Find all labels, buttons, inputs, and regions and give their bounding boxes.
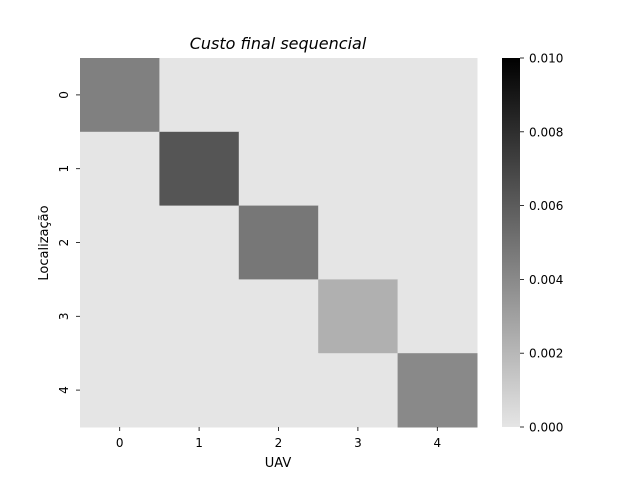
heatmap-cell [159,353,240,428]
heatmap-cell [397,279,478,354]
colorbar-tick-label: 0.004 [529,273,563,287]
heatmap-cell [238,205,319,280]
y-tick-label: 4 [57,386,71,394]
heatmap-cell [238,279,319,354]
x-tick-label: 3 [354,436,362,450]
x-tick-label: 1 [195,436,203,450]
x-axis-ticks: 0 1 2 3 4 [116,427,441,450]
heatmap-cell [238,353,319,428]
colorbar-ticks: 0.000 0.002 0.004 0.006 0.008 0.010 [520,52,563,435]
heatmap-cell [159,205,240,280]
heatmap-cell [80,353,160,428]
heatmap-cell [318,279,399,354]
colorbar-tick-label: 0.008 [529,125,563,139]
y-tick-label: 2 [57,239,71,247]
colorbar [502,58,520,427]
y-axis-label: Localização [37,205,52,280]
colorbar-tick-label: 0.002 [529,347,563,361]
heatmap-cell [159,279,240,354]
y-tick-label: 3 [57,312,71,320]
heatmap-cell [80,205,160,280]
heatmap-cells [80,58,478,428]
x-tick-label: 4 [433,436,441,450]
heatmap-cell [318,58,399,133]
x-tick-label: 0 [116,436,124,450]
y-axis-ticks: 0 1 2 3 4 [57,91,80,394]
heatmap-cell [318,131,399,207]
x-axis-label: UAV [265,456,292,471]
y-tick-label: 0 [57,91,71,99]
heatmap-cell [159,131,240,207]
heatmap-cell [397,131,478,207]
heatmap-cell [80,58,160,133]
heatmap-cell [397,58,478,133]
x-tick-label: 2 [275,436,283,450]
heatmap-cell [80,279,160,354]
colorbar-tick-label: 0.000 [529,421,563,435]
heatmap-cell [80,131,160,207]
chart-title: Custo final sequencial [190,34,367,53]
heatmap-cell [397,205,478,280]
heatmap-cell [238,131,319,207]
heatmap-cell [318,205,399,280]
colorbar-tick-label: 0.006 [529,199,563,213]
heatmap-cell [397,353,478,428]
heatmap-cell [318,353,399,428]
colorbar-tick-label: 0.010 [529,52,563,66]
heatmap-cell [238,58,319,133]
heatmap-cell [159,58,240,133]
y-tick-label: 1 [57,165,71,173]
